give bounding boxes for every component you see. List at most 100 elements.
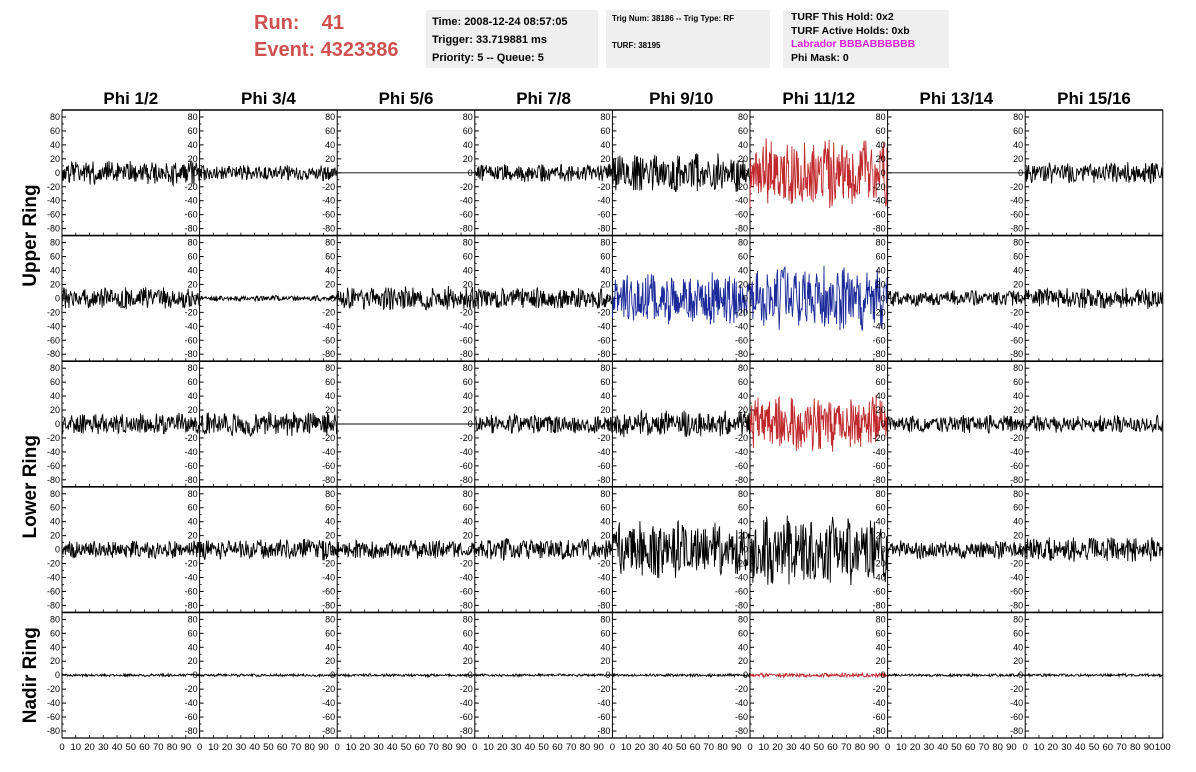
y-tick-label: -40 xyxy=(47,196,60,206)
y-tick-label: -40 xyxy=(47,573,60,583)
y-tick-label: 80 xyxy=(600,489,610,499)
y-tick-label: 20 xyxy=(325,656,335,666)
y-tick-label: 20 xyxy=(1013,656,1023,666)
turf-info-box: TURF This Hold: 0x2 TURF Active Holds: 0… xyxy=(783,10,949,68)
y-tick-label: 80 xyxy=(1013,112,1023,122)
y-tick-label: 0 xyxy=(1018,168,1023,178)
waveform-trace xyxy=(1024,414,1164,434)
y-tick-label: -20 xyxy=(597,307,610,317)
y-tick-label: 20 xyxy=(876,154,886,164)
y-tick-label: -80 xyxy=(47,475,60,485)
x-tick-label: 20 xyxy=(222,742,233,753)
y-tick-label: 60 xyxy=(876,126,886,136)
y-tick-label: 80 xyxy=(1013,489,1023,499)
y-tick-label: 0 xyxy=(55,545,60,555)
y-tick-label: -40 xyxy=(735,698,748,708)
turf-active-text: TURF Active Holds: 0xb xyxy=(791,24,910,37)
y-tick-label: -80 xyxy=(460,224,473,234)
y-tick-label: 0 xyxy=(468,419,473,429)
y-tick-label: -60 xyxy=(873,210,886,220)
y-tick-label: -60 xyxy=(735,586,748,596)
y-tick-label: -40 xyxy=(460,196,473,206)
y-tick-label: 60 xyxy=(1013,628,1023,638)
waveform-trace xyxy=(887,414,1026,434)
y-tick-label: -20 xyxy=(47,307,60,317)
y-tick-label: -20 xyxy=(597,433,610,443)
y-tick-label: 40 xyxy=(1013,642,1023,652)
y-tick-label: -60 xyxy=(597,712,610,722)
y-tick-label: -60 xyxy=(185,461,198,471)
y-tick-label: 60 xyxy=(738,377,748,387)
y-tick-label: 20 xyxy=(876,405,886,415)
y-tick-label: -80 xyxy=(460,600,473,610)
y-tick-label: -80 xyxy=(460,475,473,485)
y-tick-label: -60 xyxy=(735,461,748,471)
y-tick-label: -60 xyxy=(1010,586,1023,596)
x-tick-label: 90 xyxy=(181,742,192,753)
y-tick-label: -80 xyxy=(322,349,335,359)
x-tick-label: 70 xyxy=(566,742,577,753)
y-tick-label: -20 xyxy=(460,433,473,443)
waveform-trace xyxy=(61,160,201,187)
y-tick-label: -60 xyxy=(597,586,610,596)
y-tick-label: 0 xyxy=(193,293,198,303)
column-title: Phi 5/6 xyxy=(379,89,434,108)
y-tick-label: 80 xyxy=(600,112,610,122)
y-tick-label: 20 xyxy=(325,405,335,415)
y-tick-label: -60 xyxy=(1010,335,1023,345)
waveform-trace xyxy=(474,163,613,183)
y-tick-label: 40 xyxy=(600,140,610,150)
y-tick-label: 80 xyxy=(325,112,335,122)
y-tick-label: 0 xyxy=(881,670,886,680)
trig-num-text: Trig Num: 38186 -- Trig Type: RF xyxy=(612,14,735,23)
y-tick-label: -60 xyxy=(873,586,886,596)
waveform-trace xyxy=(474,287,613,309)
y-tick-label: -20 xyxy=(873,559,886,569)
waveform-trace xyxy=(611,153,751,193)
y-tick-label: 40 xyxy=(50,265,60,275)
y-tick-label: 0 xyxy=(330,293,335,303)
y-tick-label: -60 xyxy=(185,712,198,722)
y-tick-label: -40 xyxy=(597,447,610,457)
y-tick-label: 80 xyxy=(876,489,886,499)
y-tick-label: -20 xyxy=(1010,684,1023,694)
trigger-info-box: Trig Num: 38186 -- Trig Type: RF TURF: 3… xyxy=(606,10,770,68)
y-tick-label: -80 xyxy=(873,224,886,234)
y-tick-label: 0 xyxy=(330,545,335,555)
y-tick-label: 40 xyxy=(463,642,473,652)
labrador-text: Labrador BBBABBBBBB xyxy=(791,38,916,50)
y-tick-label: -40 xyxy=(873,196,886,206)
x-tick-label: 60 xyxy=(1102,742,1113,753)
y-tick-label: 80 xyxy=(600,363,610,373)
y-tick-label: 80 xyxy=(1013,238,1023,248)
x-tick-label: 50 xyxy=(814,742,825,753)
y-tick-label: 60 xyxy=(188,126,198,136)
x-tick-label: 90 xyxy=(1006,742,1017,753)
y-tick-label: 60 xyxy=(325,252,335,262)
y-tick-label: -40 xyxy=(735,447,748,457)
column-title: Phi 15/16 xyxy=(1057,89,1131,108)
y-tick-label: 20 xyxy=(1013,279,1023,289)
y-tick-label: 80 xyxy=(738,238,748,248)
y-tick-label: -60 xyxy=(735,335,748,345)
y-tick-label: -80 xyxy=(873,349,886,359)
y-tick-label: 20 xyxy=(463,531,473,541)
waveform-trace xyxy=(199,294,338,303)
x-tick-label: 60 xyxy=(827,742,838,753)
y-tick-label: 60 xyxy=(600,503,610,513)
x-tick-label: 80 xyxy=(992,742,1003,753)
y-tick-label: 0 xyxy=(55,293,60,303)
y-tick-label: 20 xyxy=(463,656,473,666)
x-tick-label: 70 xyxy=(428,742,439,753)
row-label: Upper Ring xyxy=(20,184,41,286)
x-tick-label: 70 xyxy=(153,742,164,753)
y-tick-label: 80 xyxy=(876,112,886,122)
y-tick-label: 20 xyxy=(738,531,748,541)
waveform-trace xyxy=(199,538,338,561)
x-tick-label: 60 xyxy=(552,742,563,753)
y-tick-label: 60 xyxy=(876,252,886,262)
y-tick-label: 0 xyxy=(55,168,60,178)
y-tick-label: -80 xyxy=(460,726,473,736)
y-tick-label: 20 xyxy=(600,656,610,666)
y-tick-label: -20 xyxy=(735,182,748,192)
